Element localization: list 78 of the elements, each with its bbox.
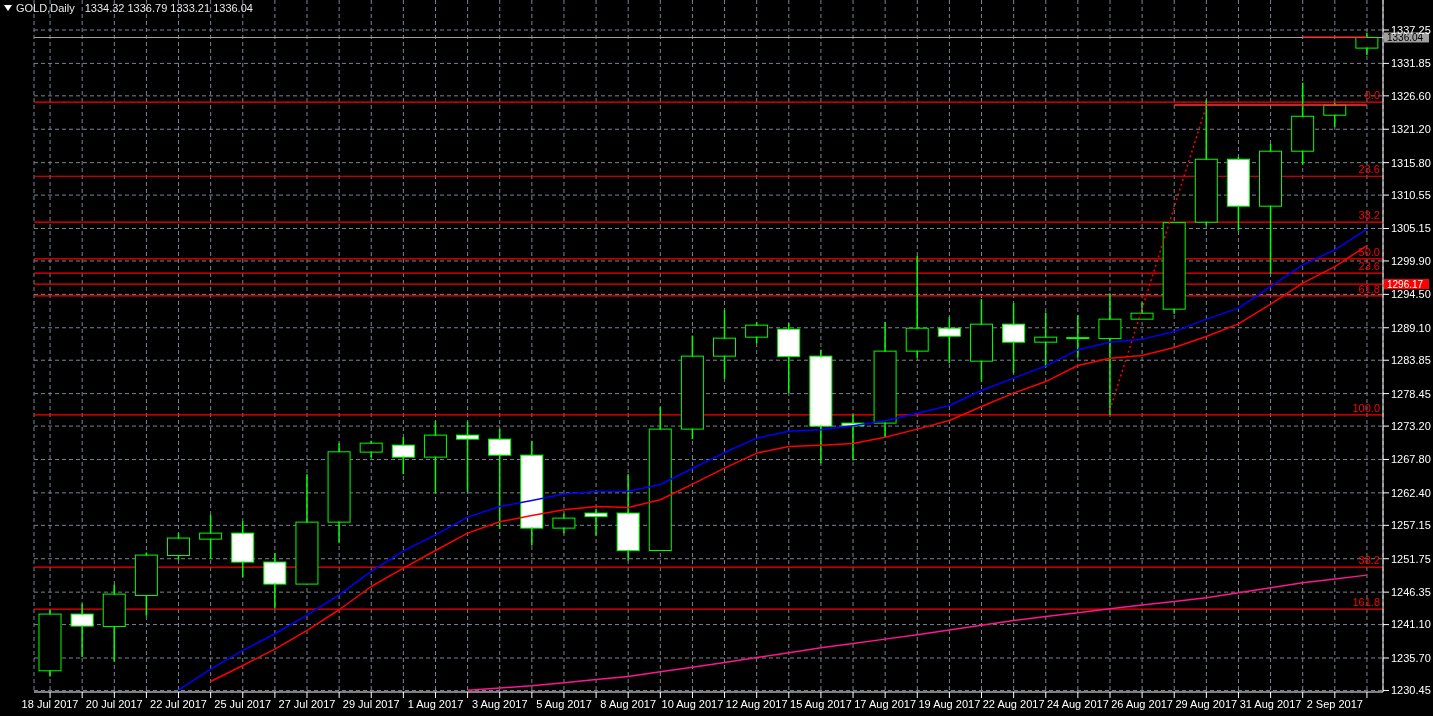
candlestick bbox=[520, 440, 544, 547]
x-tick-label: 2 Sep 2017 bbox=[1306, 697, 1363, 710]
y-tick-label: 1273.20 bbox=[1391, 419, 1431, 432]
x-tick-label: 26 Aug 2017 bbox=[1111, 697, 1174, 710]
candlestick bbox=[327, 442, 351, 544]
candlestick bbox=[70, 603, 94, 658]
candlestick bbox=[1098, 292, 1122, 416]
y-tick-label: 1331.85 bbox=[1391, 57, 1431, 70]
y-tick-label: 1251.75 bbox=[1391, 552, 1431, 565]
candlestick bbox=[102, 584, 126, 663]
x-tick-label: 25 Jul 2017 bbox=[214, 697, 272, 710]
candlestick bbox=[263, 552, 287, 610]
candlestick bbox=[1355, 32, 1379, 56]
y-tick-label: 1305.15 bbox=[1391, 222, 1431, 235]
candlestick bbox=[1130, 301, 1154, 320]
y-tick-label: 1241.10 bbox=[1391, 618, 1431, 631]
y-tick-label: 1246.35 bbox=[1391, 586, 1431, 599]
candlestick bbox=[873, 321, 897, 438]
y-tick-label: 1294.50 bbox=[1391, 288, 1431, 301]
annotation: 23.6 bbox=[1358, 163, 1380, 176]
candlestick bbox=[199, 514, 223, 560]
y-tick-label: 1315.80 bbox=[1391, 156, 1431, 169]
x-tick-label: 22 Jul 2017 bbox=[150, 697, 207, 710]
x-tick-label: 19 Aug 2017 bbox=[918, 697, 981, 710]
candlestick bbox=[1066, 314, 1090, 358]
y-tick-label: 1230.45 bbox=[1391, 684, 1431, 697]
candlestick bbox=[1034, 311, 1058, 368]
x-tick-label: 17 Aug 2017 bbox=[854, 697, 917, 710]
x-tick-label: 18 Jul 2017 bbox=[21, 697, 79, 710]
y-tick-label: 1235.70 bbox=[1391, 651, 1431, 664]
y-tick-label: 1321.20 bbox=[1391, 123, 1431, 136]
candlestick bbox=[969, 298, 993, 383]
annotation: 100.0 bbox=[1352, 401, 1380, 414]
candlestick bbox=[1162, 222, 1186, 315]
x-tick-label: 8 Aug 2017 bbox=[600, 697, 657, 710]
y-tick-label: 1278.45 bbox=[1391, 387, 1431, 400]
y-tick-label: 1289.10 bbox=[1391, 321, 1431, 334]
chart-subtitle: 1334.32 1336.79 1333.21 1336.04 bbox=[84, 2, 253, 14]
candlestick bbox=[648, 406, 672, 552]
candlestick bbox=[584, 508, 608, 537]
y-tick-label: 1299.90 bbox=[1391, 254, 1431, 267]
annotation: 23.6 bbox=[1358, 260, 1380, 273]
candlestick bbox=[905, 255, 929, 359]
candlestick bbox=[552, 513, 576, 534]
candlestick bbox=[713, 309, 736, 380]
candlestick bbox=[616, 473, 640, 562]
x-tick-label: 29 Aug 2017 bbox=[1175, 697, 1238, 710]
x-tick-label: 20 Jul 2017 bbox=[85, 697, 143, 710]
x-tick-label: 22 Aug 2017 bbox=[982, 697, 1045, 710]
x-tick-label: 15 Aug 2017 bbox=[790, 697, 852, 710]
annotation: 0.0 bbox=[1364, 89, 1380, 102]
y-tick-label: 1283.85 bbox=[1391, 354, 1431, 367]
x-tick-label: 1 Aug 2017 bbox=[407, 697, 464, 710]
annotation: 61.8 bbox=[1358, 282, 1380, 295]
y-tick-label: 1262.40 bbox=[1391, 486, 1431, 499]
y-tick-label: 1326.60 bbox=[1391, 89, 1431, 102]
x-tick-label: 24 Aug 2017 bbox=[1046, 697, 1109, 710]
x-tick-label: 10 Aug 2017 bbox=[661, 697, 724, 710]
x-tick-label: 29 Jul 2017 bbox=[342, 697, 400, 710]
candlestick bbox=[295, 473, 319, 585]
x-tick-label: 5 Aug 2017 bbox=[536, 697, 592, 710]
candlestick bbox=[38, 609, 62, 678]
annotation: 161.8 bbox=[1352, 596, 1380, 609]
x-tick-label: 12 Aug 2017 bbox=[725, 697, 788, 710]
annotation: 38.2 bbox=[1358, 209, 1380, 222]
annotation: 38.2 bbox=[1358, 554, 1380, 567]
candlestick bbox=[359, 440, 383, 459]
candlestick bbox=[809, 349, 833, 464]
y-tick-label: 1310.55 bbox=[1391, 189, 1431, 202]
y-tick-label: 1267.80 bbox=[1391, 453, 1431, 466]
x-tick-label: 31 Aug 2017 bbox=[1239, 697, 1302, 710]
annotation: 50.0 bbox=[1358, 245, 1380, 258]
ref-line-label: 1296.17 bbox=[1387, 279, 1424, 291]
candlestick bbox=[1002, 302, 1026, 374]
chart-title: GOLD,Daily bbox=[16, 2, 75, 14]
x-tick-label: 3 Aug 2017 bbox=[471, 697, 528, 710]
x-tick-label: 27 Jul 2017 bbox=[278, 697, 336, 710]
y-tick-label: 1257.15 bbox=[1391, 519, 1431, 532]
